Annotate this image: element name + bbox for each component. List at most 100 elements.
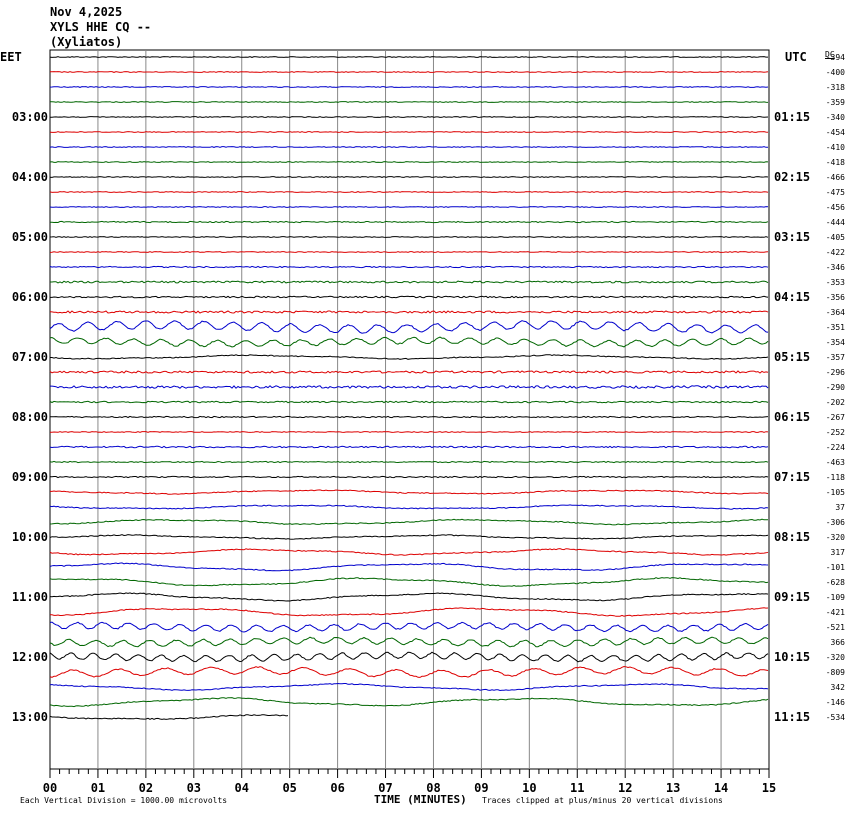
right-hour-label: 03:15 xyxy=(774,230,810,244)
seismic-trace xyxy=(49,251,769,253)
dc-offset-label: -444 xyxy=(826,218,845,227)
dc-offset-label: -418 xyxy=(826,158,845,167)
right-hour-label: 05:15 xyxy=(774,350,810,364)
x-tick-label: 14 xyxy=(714,781,728,795)
seismic-trace xyxy=(49,504,769,510)
seismic-trace xyxy=(49,176,769,178)
seismic-trace xyxy=(50,116,769,118)
right-hour-label: 08:15 xyxy=(774,530,810,544)
x-tick-label: 05 xyxy=(282,781,296,795)
dc-offset-label: -118 xyxy=(826,473,845,482)
x-tick-label: 12 xyxy=(618,781,632,795)
right-hour-label: 04:15 xyxy=(774,290,810,304)
left-hour-label: 12:00 xyxy=(12,650,48,664)
seismic-trace xyxy=(49,220,769,224)
seismic-trace xyxy=(49,445,769,449)
dc-offset-label: -290 xyxy=(826,383,845,392)
seismic-trace xyxy=(49,336,769,348)
right-hour-label: 10:15 xyxy=(774,650,810,664)
seismic-trace xyxy=(49,146,768,148)
dc-offset-label: -809 xyxy=(826,668,845,677)
x-axis-title: TIME (MINUTES) xyxy=(374,793,467,806)
left-hour-label: 09:00 xyxy=(12,470,48,484)
x-tick-label: 06 xyxy=(330,781,344,795)
right-hour-label: 07:15 xyxy=(774,470,810,484)
dc-offset-label: -224 xyxy=(826,443,845,452)
dc-offset-label: -422 xyxy=(826,248,845,257)
x-tick-label: 00 xyxy=(43,781,57,795)
left-hour-label: 05:00 xyxy=(12,230,48,244)
dc-offset-label: -463 xyxy=(826,458,845,467)
seismic-trace xyxy=(50,295,769,299)
seismic-trace xyxy=(49,206,769,208)
dc-offset-label: -320 xyxy=(826,533,845,542)
seismic-trace xyxy=(50,280,769,284)
seismic-trace xyxy=(50,607,769,617)
dc-offset-label: -101 xyxy=(826,563,845,572)
dc-offset-label: -320 xyxy=(826,653,845,662)
station-label: XYLS HHE CQ -- xyxy=(50,20,152,34)
seismic-trace xyxy=(49,651,769,663)
left-hour-label: 07:00 xyxy=(12,350,48,364)
seismic-trace xyxy=(49,621,769,633)
dc-offset-label: -306 xyxy=(826,518,845,527)
seismic-trace xyxy=(50,415,769,419)
dc-offset-label: -394 xyxy=(826,53,845,62)
dc-offset-label: -109 xyxy=(826,593,845,602)
x-tick-label: 09 xyxy=(474,781,488,795)
left-hour-label: 03:00 xyxy=(12,110,48,124)
right-hour-label: 02:15 xyxy=(774,170,810,184)
x-tick-label: 01 xyxy=(91,781,105,795)
seismic-trace xyxy=(50,354,769,360)
dc-offset-label: -456 xyxy=(826,203,845,212)
dc-column-label: DC xyxy=(825,50,835,59)
seismic-trace xyxy=(49,636,769,648)
dc-offset-label: -146 xyxy=(826,698,845,707)
dc-offset-label: -466 xyxy=(826,173,845,182)
location-label: (Xyliatos) xyxy=(50,35,123,49)
right-hour-label: 01:15 xyxy=(774,110,810,124)
dc-offset-label: 317 xyxy=(831,548,846,557)
seismic-trace xyxy=(49,534,769,540)
seismic-trace xyxy=(50,385,769,389)
right-timezone-label: UTC xyxy=(785,50,807,64)
dc-offset-label: -405 xyxy=(826,233,845,242)
seismic-trace xyxy=(49,400,769,404)
seismic-trace xyxy=(49,370,769,374)
x-tick-label: 10 xyxy=(522,781,536,795)
dc-offset-label: -475 xyxy=(826,188,845,197)
x-tick-label: 02 xyxy=(139,781,153,795)
plot-frame xyxy=(49,49,770,770)
right-hour-label: 11:15 xyxy=(774,710,810,724)
seismic-trace xyxy=(49,56,768,58)
left-hour-label: 06:00 xyxy=(12,290,48,304)
seismic-trace xyxy=(49,665,769,678)
seismic-trace xyxy=(49,548,769,556)
seismic-trace xyxy=(49,714,289,720)
dc-offset-label: -400 xyxy=(826,68,845,77)
x-tick-label: 03 xyxy=(187,781,201,795)
dc-offset-label: -318 xyxy=(826,83,845,92)
seismic-trace xyxy=(50,71,769,73)
left-timezone-label: EET xyxy=(0,50,22,64)
x-tick-label: 04 xyxy=(235,781,249,795)
seismic-trace xyxy=(49,682,769,692)
dc-offset-label: -410 xyxy=(826,143,845,152)
scale-note: Each Vertical Division = 1000.00 microvo… xyxy=(20,796,228,805)
dc-offset-label: -351 xyxy=(826,323,845,332)
left-hour-label: 04:00 xyxy=(12,170,48,184)
x-tick-label: 11 xyxy=(570,781,584,795)
dc-offset-label: -354 xyxy=(826,338,845,347)
dc-offset-label: 342 xyxy=(831,683,846,692)
seismic-trace xyxy=(49,431,769,433)
dc-offset-label: -364 xyxy=(826,308,845,317)
left-hour-label: 10:00 xyxy=(12,530,48,544)
x-tick-label: 07 xyxy=(378,781,392,795)
seismic-trace xyxy=(49,265,769,269)
date-label: Nov 4,2025 xyxy=(50,5,123,19)
seismic-trace xyxy=(49,577,769,587)
seismic-trace xyxy=(49,592,769,602)
dc-offset-label: -521 xyxy=(826,623,845,632)
left-hour-label: 11:00 xyxy=(12,590,48,604)
